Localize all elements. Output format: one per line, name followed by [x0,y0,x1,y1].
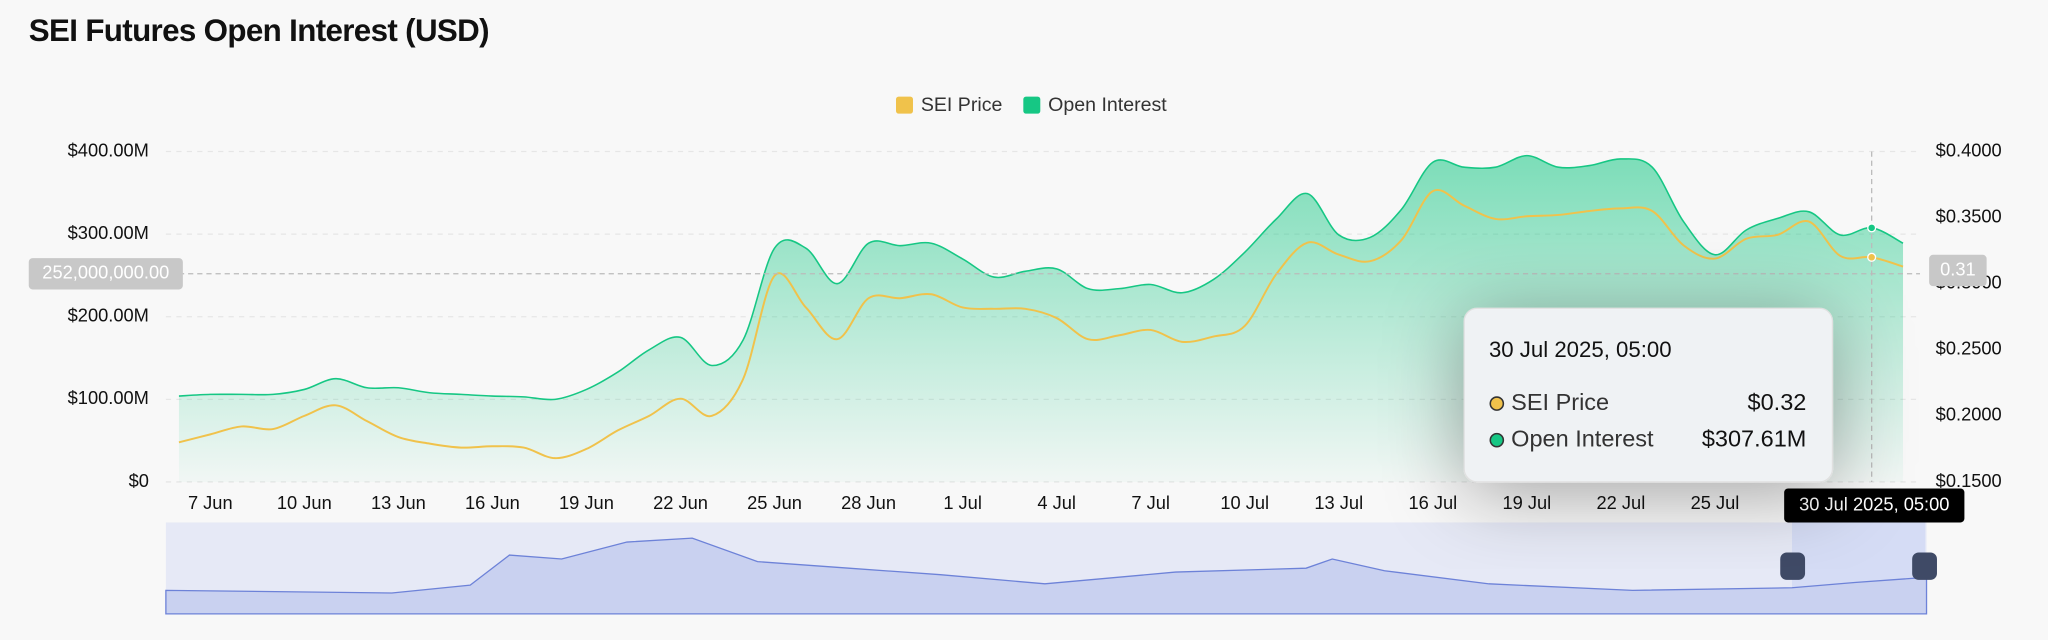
x-tick-label: 1 Jul [943,492,982,513]
x-tick-label: 4 Jul [1037,492,1076,513]
navigator-series [165,537,1928,615]
hover-dot [1867,252,1877,262]
x-tick-label: 22 Jul [1597,492,1646,513]
tooltip-value: $0.32 [1748,389,1807,415]
x-tick-label: 13 Jun [371,492,426,513]
x-tick-label: 7 Jul [1131,492,1170,513]
x-tick-label: 28 Jun [841,492,896,513]
legend-label: Open Interest [1048,94,1167,116]
legend-swatch [896,96,913,114]
crosshair-y-label: 252,000,000.00 [42,262,169,283]
y2-tick-label: $0.3500 [1936,205,2002,226]
tooltip-dot [1489,396,1505,411]
x-tick-label: 19 Jun [559,492,614,513]
line [178,154,1904,401]
x-hover-label: 30 Jul 2025, 05:00 [1799,493,1949,514]
tooltip-value: $307.61M [1702,425,1807,451]
x-tick-label: 16 Jul [1408,492,1457,513]
x-tick-label: 22 Jun [653,492,708,513]
y-tick-label: $200.00M [68,305,149,326]
x-hover-box [1784,488,1965,523]
x-tick-label: 13 Jul [1314,492,1363,513]
y-tick-label: $0 [129,470,149,491]
legend-label: SEI Price [921,94,1003,116]
y-tick-label: $300.00M [68,222,149,243]
x-tick-label: 10 Jun [277,492,332,513]
y2-tick-label: $0.2500 [1936,338,2002,359]
x-tick-label: 10 Jul [1220,492,1269,513]
x-tick-label: 25 Jun [747,492,802,513]
y2-tick-label: $0.2000 [1936,404,2002,425]
tooltip: 30 Jul 2025, 05:00 SEI Price $0.32 Open Int… [1463,307,1834,483]
plot: $0 $100.00M $200.00M $300.00M $400.00M $0.150… [28,94,2002,523]
x-tick-label: 7 Jun [188,492,233,513]
tooltip-name: SEI Price [1511,389,1609,415]
tooltip-dot [1489,432,1505,448]
navigator-handle[interactable] [1912,552,1937,580]
hover-dot [1867,223,1877,233]
chart-title: SEI Futures Open Interest (USD) [29,13,489,48]
x-tick-label: 19 Jul [1502,492,1551,513]
x-tick-label: 25 Jul [1691,492,1740,513]
navigator-handle[interactable] [1780,552,1806,580]
y-tick-label: $100.00M [68,387,149,408]
legend-swatch [1023,96,1041,114]
y2-tick-label: $0.4000 [1936,139,2002,160]
tooltip-box [1463,307,1834,483]
navigator [165,522,1937,615]
x-tick-label: 16 Jun [465,492,520,513]
y-tick-label: $400.00M [68,139,149,160]
crosshair-y2-label: 0.31 [1940,258,1976,279]
y2-tick-label: $0.1500 [1936,470,2002,491]
crosshair-y-box [28,258,183,290]
line [178,188,1904,460]
tooltip-name: Open Interest [1511,425,1654,451]
tooltip-title: 30 Jul 2025, 05:00 [1489,337,1672,362]
crosshair-y2-box [1929,254,1987,287]
